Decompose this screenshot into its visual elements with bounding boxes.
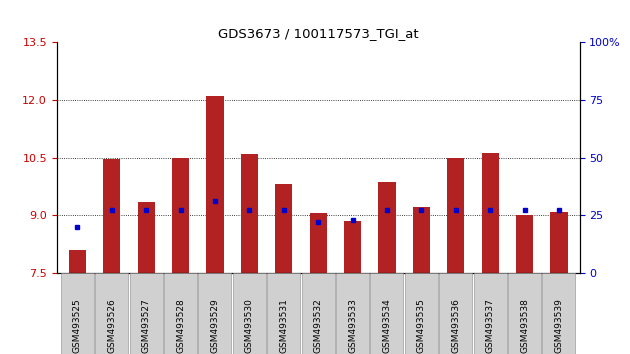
Bar xyxy=(103,159,120,273)
Bar xyxy=(69,250,86,273)
Text: GSM493526: GSM493526 xyxy=(107,298,117,353)
FancyBboxPatch shape xyxy=(130,273,163,354)
FancyBboxPatch shape xyxy=(370,273,403,354)
FancyBboxPatch shape xyxy=(267,273,301,354)
Text: GSM493536: GSM493536 xyxy=(451,298,461,353)
Bar xyxy=(172,158,189,273)
Bar xyxy=(275,184,292,273)
Bar xyxy=(207,96,224,273)
Bar xyxy=(516,215,533,273)
Text: GSM493530: GSM493530 xyxy=(245,298,254,353)
FancyBboxPatch shape xyxy=(164,273,197,354)
Bar xyxy=(481,153,499,273)
Text: GSM493531: GSM493531 xyxy=(279,298,289,353)
Bar xyxy=(379,182,396,273)
Text: GSM493534: GSM493534 xyxy=(382,298,391,353)
Bar xyxy=(241,154,258,273)
Bar xyxy=(413,207,430,273)
Bar xyxy=(309,213,327,273)
Title: GDS3673 / 100117573_TGI_at: GDS3673 / 100117573_TGI_at xyxy=(218,27,418,40)
Bar xyxy=(344,221,361,273)
Text: GSM493529: GSM493529 xyxy=(210,298,219,353)
FancyBboxPatch shape xyxy=(439,273,472,354)
Text: GSM493533: GSM493533 xyxy=(348,298,357,353)
FancyBboxPatch shape xyxy=(336,273,369,354)
FancyBboxPatch shape xyxy=(198,273,231,354)
FancyBboxPatch shape xyxy=(542,273,575,354)
FancyBboxPatch shape xyxy=(61,273,94,354)
FancyBboxPatch shape xyxy=(302,273,335,354)
Text: GSM493538: GSM493538 xyxy=(520,298,529,353)
FancyBboxPatch shape xyxy=(474,273,507,354)
Text: GSM493527: GSM493527 xyxy=(142,298,151,353)
Text: GSM493528: GSM493528 xyxy=(176,298,185,353)
Text: GSM493535: GSM493535 xyxy=(417,298,426,353)
Text: GSM493539: GSM493539 xyxy=(554,298,563,353)
FancyBboxPatch shape xyxy=(233,273,266,354)
Text: GSM493537: GSM493537 xyxy=(486,298,495,353)
Bar xyxy=(551,212,568,273)
FancyBboxPatch shape xyxy=(95,273,129,354)
FancyBboxPatch shape xyxy=(508,273,541,354)
Text: GSM493525: GSM493525 xyxy=(73,298,82,353)
Bar xyxy=(447,158,464,273)
Bar xyxy=(137,202,155,273)
FancyBboxPatch shape xyxy=(405,273,438,354)
Text: GSM493532: GSM493532 xyxy=(314,298,323,353)
